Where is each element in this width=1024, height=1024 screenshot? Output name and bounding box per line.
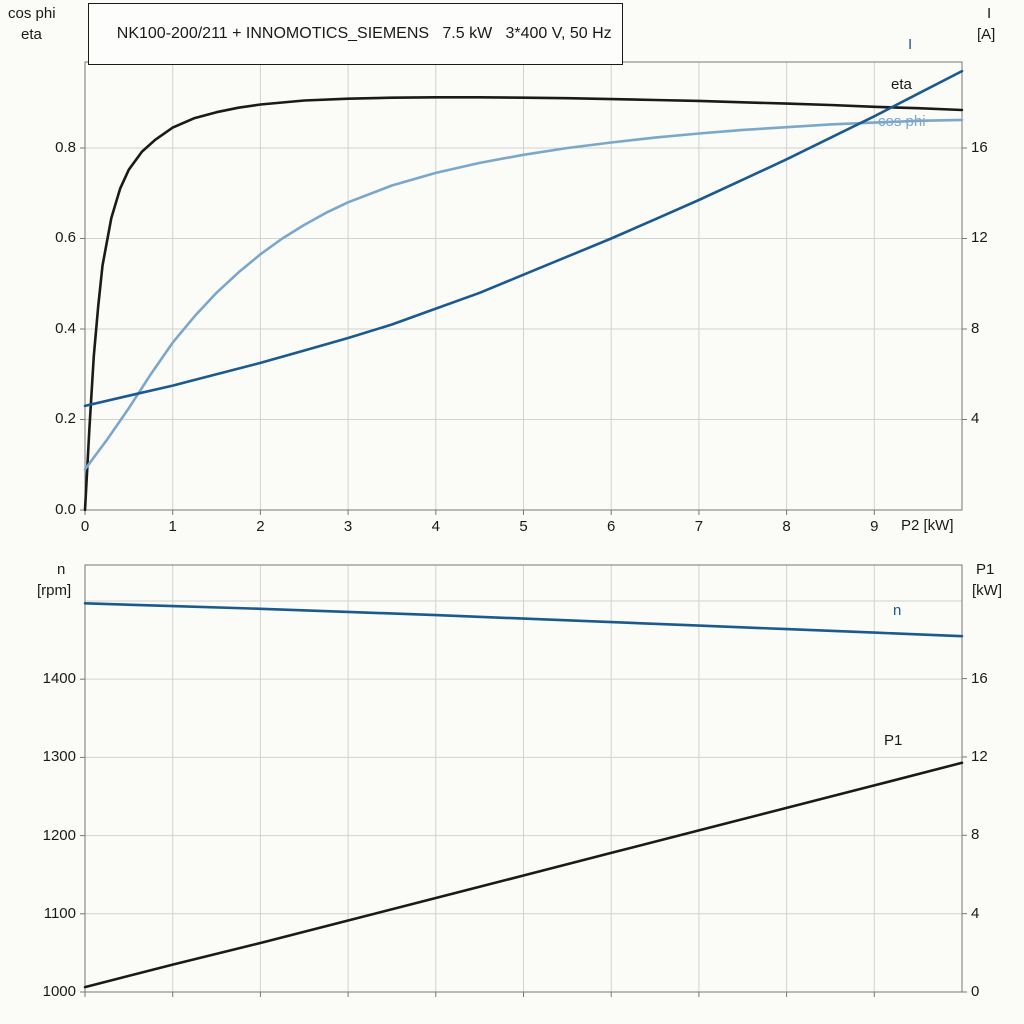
left-axis-title-eta: eta	[21, 26, 42, 43]
series-eta	[83, 96, 964, 512]
right-tick-label: 16	[971, 669, 988, 687]
right-axis-title-kw: [kW]	[972, 582, 1002, 599]
right-tick-label: 0	[971, 983, 980, 1000]
right-axis-title-i: I	[987, 5, 992, 22]
curve-label-eta: eta	[891, 76, 912, 93]
right-axis-title-amps: [A]	[977, 26, 996, 43]
left-tick-label: 1400	[42, 670, 76, 688]
x-tick-label: 9	[870, 518, 879, 535]
left-tick-label: 1100	[43, 904, 76, 922]
right-tick-label: 12	[971, 747, 988, 765]
x-tick-label: 1	[168, 518, 177, 535]
x-tick-label: 4	[431, 518, 440, 535]
right-tick-label: 4	[971, 904, 980, 922]
left-tick-label: 1200	[42, 826, 76, 844]
series-cos-phi	[83, 118, 964, 471]
x-tick-label: 7	[694, 518, 704, 535]
curve-label-p1: P1	[884, 732, 903, 749]
left-tick-label: 0.6	[55, 229, 76, 247]
x-tick-label: 5	[519, 518, 528, 535]
x-tick-label: 3	[343, 518, 353, 535]
left-axis-title-n: n	[57, 561, 66, 578]
right-tick-label: 8	[971, 319, 980, 337]
left-tick-label: 0.8	[55, 138, 76, 156]
right-tick-label: 12	[971, 229, 988, 247]
x-axis-title: P2 [kW]	[901, 517, 954, 534]
left-axis-title-cosphi: cos phi	[8, 5, 56, 22]
curve-label-n: n	[893, 602, 902, 619]
chart-title: NK100-200/211 + INNOMOTICS_SIEMENS 7.5 k…	[116, 25, 612, 42]
left-tick-label: 0.0	[55, 501, 76, 518]
right-tick-label: 4	[971, 410, 980, 428]
x-tick-label: 2	[256, 518, 265, 535]
chart-title-box: NK100-200/211 + INNOMOTICS_SIEMENS 7.5 k…	[88, 3, 623, 65]
left-tick-label: 0.4	[55, 319, 76, 337]
x-tick-label: 8	[782, 518, 791, 535]
left-tick-label: 0.2	[55, 410, 76, 428]
series-I	[83, 69, 964, 408]
curve-label-cosphi: cos phi	[878, 113, 926, 130]
series-n	[83, 602, 964, 638]
left-tick-label: 1000	[42, 983, 76, 1000]
x-tick-label: 6	[607, 518, 616, 535]
curve-label-i: I	[908, 36, 913, 53]
right-axis-title-p1: P1	[976, 561, 995, 578]
right-tick-label: 16	[971, 138, 988, 156]
series-P1	[83, 761, 964, 989]
left-tick-label: 1300	[42, 748, 76, 766]
left-axis-title-rpm: [rpm]	[37, 582, 72, 599]
right-tick-label: 8	[971, 826, 980, 844]
x-tick-label: 0	[80, 518, 90, 535]
